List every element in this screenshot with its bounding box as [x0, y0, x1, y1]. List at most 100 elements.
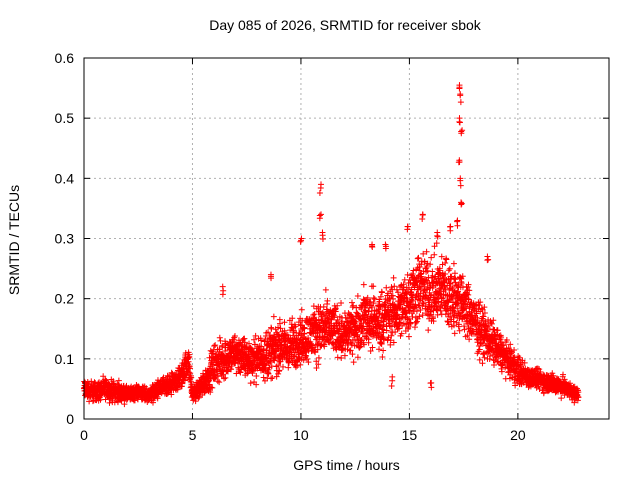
data-point — [498, 334, 505, 341]
data-point — [370, 294, 377, 301]
data-point — [473, 310, 480, 317]
data-point — [494, 327, 501, 334]
data-point — [394, 312, 401, 319]
data-point — [450, 313, 457, 320]
data-point — [188, 374, 195, 381]
data-point — [498, 368, 505, 375]
data-point — [368, 242, 375, 249]
x-tick-label: 20 — [510, 427, 526, 443]
data-point — [211, 342, 218, 349]
data-point — [320, 334, 327, 341]
data-point — [281, 319, 288, 326]
data-point — [88, 378, 95, 385]
data-point — [484, 257, 491, 264]
data-point — [481, 310, 488, 317]
data-point — [403, 309, 410, 316]
data-point — [276, 320, 283, 327]
data-point — [209, 384, 216, 391]
data-point — [311, 311, 318, 318]
data-point — [298, 237, 305, 244]
data-point — [431, 251, 438, 258]
data-point — [446, 286, 453, 293]
data-point — [383, 284, 390, 291]
data-point — [461, 326, 468, 333]
axis-ticks: 0 0.1 0.2 0.3 0.4 0.5 0.6 0 5 10 15 20 — [55, 50, 609, 443]
data-point — [410, 297, 417, 304]
data-point — [181, 377, 188, 384]
data-point — [89, 398, 96, 405]
data-point — [319, 235, 326, 242]
data-point — [354, 310, 361, 317]
data-point — [404, 271, 411, 278]
data-point — [434, 311, 441, 318]
data-point — [391, 283, 398, 290]
data-point — [498, 361, 505, 368]
data-point — [370, 300, 377, 307]
data-point — [214, 373, 221, 380]
data-point — [413, 308, 420, 315]
data-point — [380, 347, 387, 354]
data-point — [516, 354, 523, 361]
data-point — [426, 296, 433, 303]
data-point — [354, 354, 361, 361]
data-point — [313, 365, 320, 372]
data-point — [491, 335, 498, 342]
data-point — [454, 305, 461, 312]
y-tick-label: 0.1 — [55, 351, 75, 367]
data-point — [416, 267, 423, 274]
data-point — [100, 373, 107, 380]
data-point — [370, 283, 377, 290]
data-point — [365, 339, 372, 346]
x-axis-label: GPS time / hours — [293, 457, 400, 473]
data-point — [410, 267, 417, 274]
data-point — [456, 159, 463, 166]
data-point — [456, 118, 463, 125]
data-point — [348, 299, 355, 306]
data-point — [350, 359, 357, 366]
data-point — [426, 280, 433, 287]
data-point — [398, 314, 405, 321]
data-point — [186, 353, 193, 360]
data-point — [414, 255, 421, 262]
data-point — [220, 371, 227, 378]
data-point — [388, 382, 395, 389]
data-point — [351, 336, 358, 343]
data-point — [427, 380, 434, 387]
data-point — [320, 303, 327, 310]
data-point — [479, 360, 486, 367]
data-point — [457, 99, 464, 106]
data-point — [488, 320, 495, 327]
data-point — [273, 373, 280, 380]
data-point — [388, 323, 395, 330]
x-tick-label: 5 — [189, 427, 197, 443]
data-point — [332, 308, 339, 315]
data-point — [350, 302, 357, 309]
data-point — [537, 368, 544, 375]
data-point — [245, 340, 252, 347]
data-point — [354, 293, 361, 300]
data-point — [458, 200, 465, 207]
data-point — [397, 319, 404, 326]
data-point — [298, 306, 305, 313]
data-point — [478, 305, 485, 312]
data-point — [536, 386, 543, 393]
data-point — [456, 327, 463, 334]
data-point — [376, 298, 383, 305]
data-point — [212, 342, 219, 349]
data-point — [115, 377, 122, 384]
data-point — [390, 339, 397, 346]
data-point — [451, 275, 458, 282]
data-point — [221, 375, 228, 382]
data-point — [208, 384, 215, 391]
data-point — [436, 265, 443, 272]
data-point — [442, 259, 449, 266]
data-point — [433, 306, 440, 313]
data-point — [216, 379, 223, 386]
data-point — [347, 347, 354, 354]
data-point — [260, 374, 267, 381]
data-point — [269, 374, 276, 381]
data-point — [459, 273, 466, 280]
data-point — [404, 223, 411, 230]
data-point — [396, 319, 403, 326]
y-tick-label: 0.3 — [55, 231, 75, 247]
